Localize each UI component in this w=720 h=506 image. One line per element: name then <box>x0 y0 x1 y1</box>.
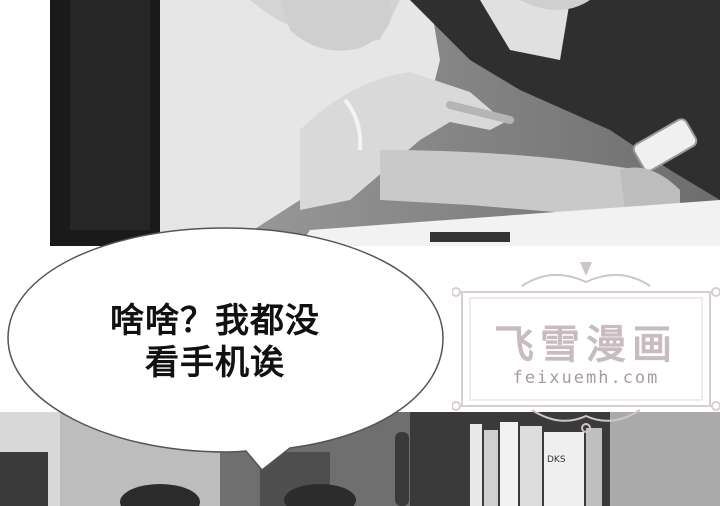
watermark-frame <box>452 262 720 433</box>
speech-line-2: 看手机诶 <box>145 343 285 383</box>
desk-surface <box>300 200 720 246</box>
speech-bubble-text: 啥啥？我都没 看手机诶 <box>0 300 430 384</box>
book-spine-label: DKS <box>547 455 566 465</box>
panel-top-illustration <box>50 0 720 246</box>
watermark-url: feixuemh.com <box>512 368 660 388</box>
watermark-title: 飞雪漫画 <box>494 322 678 368</box>
person-left-blouse <box>160 0 440 240</box>
speech-bubble-shape <box>7 227 444 472</box>
comic-panel-top <box>50 0 720 246</box>
speech-line-1: 啥啥？我都没 <box>110 301 320 341</box>
ornament-top <box>521 273 651 287</box>
ornament-bottom <box>531 409 641 422</box>
speech-bubble <box>0 222 450 472</box>
phone-shape <box>632 118 698 172</box>
